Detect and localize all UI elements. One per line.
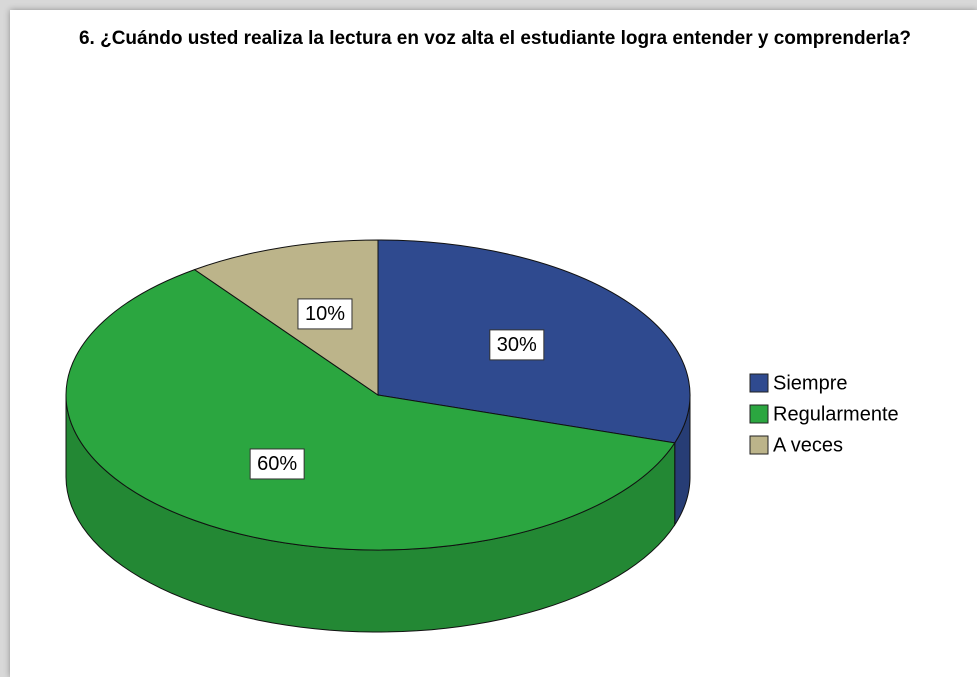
- legend-swatch: [749, 404, 769, 424]
- legend-swatch: [749, 435, 769, 455]
- value-label: 30%: [497, 334, 537, 356]
- slice: [65, 269, 676, 551]
- slice: [193, 239, 379, 396]
- value-label-box: [249, 448, 305, 480]
- value-label-box: [297, 298, 353, 330]
- chart-title: 6. ¿Cuándo usted realiza la lectura en v…: [78, 28, 911, 49]
- value-label: 60%: [257, 453, 297, 475]
- value-label-box: [489, 329, 545, 361]
- value-label: 10%: [305, 303, 345, 325]
- legend-label: A veces: [773, 434, 843, 456]
- legend-swatch: [749, 373, 769, 393]
- legend-label: Regularmente: [773, 403, 899, 425]
- legend-label: Siempre: [773, 372, 847, 394]
